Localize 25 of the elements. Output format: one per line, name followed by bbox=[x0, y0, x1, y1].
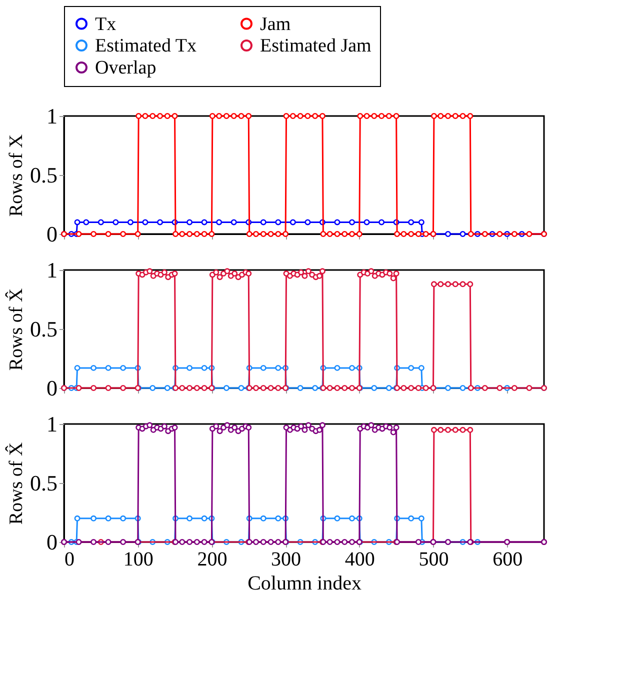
y-tick-label: 0 bbox=[46, 530, 58, 554]
legend-label: Overlap bbox=[95, 58, 156, 78]
y-axis-title: Rows of X̂ bbox=[4, 288, 27, 371]
x-tick-label: 400 bbox=[344, 548, 375, 570]
y-tick-label: 1 bbox=[46, 258, 58, 282]
legend-label: Estimated Tx bbox=[95, 36, 197, 56]
y-axis-title: Rows of X̂ bbox=[4, 442, 27, 525]
legend-label: Tx bbox=[95, 14, 117, 35]
y-tick-label: 0.5 bbox=[30, 162, 58, 188]
x-tick-label: 300 bbox=[271, 548, 302, 570]
legend-label: Jam bbox=[260, 14, 291, 35]
x-tick-label: 600 bbox=[492, 548, 523, 570]
y-tick-label: 0 bbox=[46, 376, 58, 400]
x-tick-label: 200 bbox=[197, 548, 228, 570]
y-axis-title: Rows of X bbox=[6, 134, 27, 217]
legend-label: Estimated Jam bbox=[260, 36, 372, 56]
y-tick-label: 1 bbox=[46, 104, 58, 128]
x-axis-title: Column index bbox=[248, 572, 362, 594]
y-tick-label: 1 bbox=[46, 412, 58, 436]
y-tick-label: 0.5 bbox=[30, 470, 58, 496]
x-tick-label: 100 bbox=[123, 548, 154, 570]
x-tick-label: 500 bbox=[418, 548, 449, 570]
y-tick-label: 0 bbox=[46, 222, 58, 246]
y-tick-label: 0.5 bbox=[30, 316, 58, 342]
x-tick-label: 0 bbox=[64, 548, 74, 570]
